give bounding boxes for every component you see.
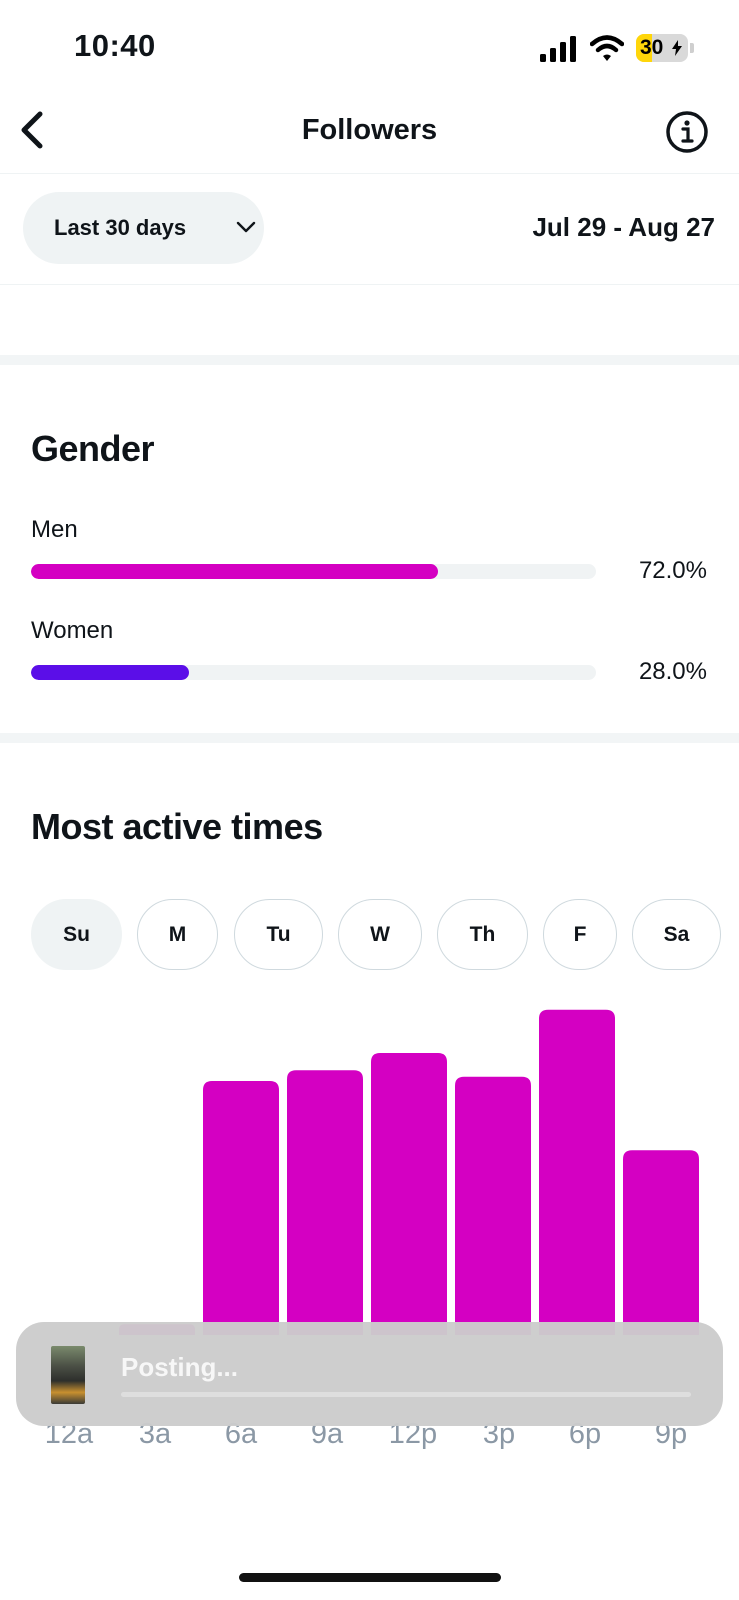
section-divider (0, 733, 739, 743)
gender-bar-men (31, 564, 596, 579)
wifi-icon (590, 35, 624, 61)
status-bar: 10:40 30 (0, 0, 739, 90)
day-tab-tuesday[interactable]: Tu (234, 899, 323, 970)
bar-3p (455, 1076, 531, 1335)
gender-bar-women (31, 665, 596, 680)
signal-icon (540, 36, 576, 62)
header: Followers (0, 90, 739, 174)
battery-nub (690, 43, 694, 53)
gender-value-women: 28.0% (638, 658, 707, 685)
gender-value-men: 72.0% (638, 557, 707, 584)
info-icon[interactable] (665, 110, 709, 154)
status-time: 10:40 (74, 28, 156, 63)
battery-level: 30 (640, 36, 664, 59)
day-tab-thursday[interactable]: Th (437, 899, 528, 970)
day-tab-wednesday[interactable]: W (338, 899, 422, 970)
date-range-dropdown[interactable]: Last 30 days (23, 192, 264, 264)
day-tab-friday[interactable]: F (543, 899, 617, 970)
day-tab-sunday[interactable]: Su (31, 899, 122, 970)
bar-12p (371, 1052, 447, 1335)
back-chevron-icon[interactable] (14, 108, 50, 152)
home-indicator[interactable] (239, 1573, 501, 1582)
date-range-text: Jul 29 - Aug 27 (532, 212, 715, 242)
gender-label-women: Women (31, 617, 114, 644)
battery-fill (636, 34, 652, 62)
page-title: Followers (301, 114, 438, 146)
gender-bar-fill-men (31, 564, 438, 579)
active-times-title: Most active times (31, 806, 323, 847)
date-range-label: Last 30 days (54, 215, 187, 240)
battery-icon: 30 (636, 34, 688, 62)
post-thumbnail (51, 1346, 85, 1404)
section-divider (0, 355, 739, 365)
gender-label-men: Men (31, 516, 78, 543)
active-times-chart (119, 1009, 699, 1335)
day-tab-saturday[interactable]: Sa (632, 899, 721, 970)
bar-6a (203, 1081, 279, 1335)
chevron-down-icon (236, 221, 256, 233)
date-range-row: Last 30 days Jul 29 - Aug 27 (0, 174, 739, 285)
posting-status-text: Posting... (121, 1352, 238, 1382)
posting-progress-bar (121, 1392, 691, 1397)
bar-6p (539, 1009, 615, 1335)
charging-bolt-icon (672, 40, 682, 56)
gender-bar-fill-women (31, 665, 190, 680)
day-tab-monday[interactable]: M (137, 899, 218, 970)
posting-toast[interactable]: Posting... (16, 1322, 723, 1426)
bar-9p (623, 1150, 699, 1335)
gender-title: Gender (31, 428, 155, 469)
bar-9a (287, 1070, 363, 1335)
